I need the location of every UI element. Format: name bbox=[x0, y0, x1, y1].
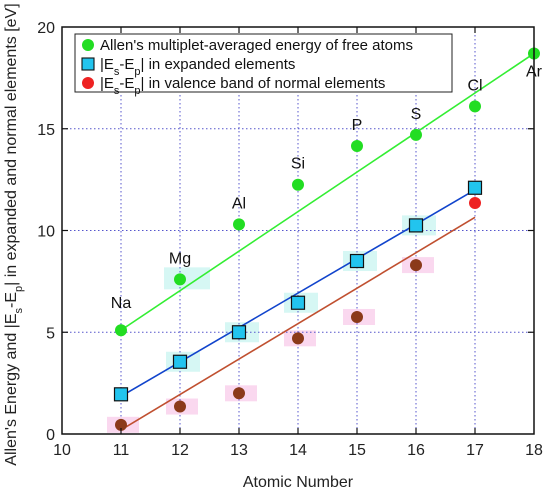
data-point-series-3 bbox=[292, 332, 304, 345]
x-tick-label: 10 bbox=[53, 442, 71, 459]
data-point-series-1 bbox=[410, 128, 422, 141]
axis-ticks: 10 11 12 13 14 15 16 17 18 0 5 10 15 20 bbox=[37, 20, 543, 459]
element-label: Si bbox=[291, 156, 305, 173]
data-point-series-3 bbox=[410, 259, 422, 272]
legend-label: |Es-Ep| in valence band of normal elemen… bbox=[100, 75, 385, 97]
data-points bbox=[113, 47, 540, 431]
x-tick-label: 16 bbox=[407, 442, 425, 459]
data-point-series-2 bbox=[349, 253, 365, 269]
legend-marker bbox=[82, 39, 94, 51]
data-point-series-1 bbox=[233, 218, 245, 231]
x-tick-label: 13 bbox=[230, 442, 248, 459]
x-tick-label: 18 bbox=[525, 442, 543, 459]
x-tick-label: 11 bbox=[113, 442, 130, 459]
element-label: S bbox=[411, 106, 422, 123]
x-tick-label: 15 bbox=[348, 442, 366, 459]
legend: Allen's multiplet-averaged energy of fre… bbox=[74, 33, 453, 97]
fit-line-1 bbox=[120, 52, 535, 331]
x-tick-label: 14 bbox=[289, 442, 307, 459]
data-point-series-3 bbox=[469, 197, 481, 210]
data-point-series-3 bbox=[233, 387, 245, 400]
data-point-series-3 bbox=[351, 310, 363, 323]
legend-box bbox=[74, 33, 453, 93]
y-tick-label: 20 bbox=[37, 20, 55, 37]
data-point-series-1 bbox=[351, 140, 363, 153]
y-tick-label: 5 bbox=[46, 325, 55, 342]
legend-marker bbox=[81, 57, 95, 71]
data-point-series-2 bbox=[467, 180, 483, 195]
data-point-series-2 bbox=[231, 325, 247, 340]
grid bbox=[62, 27, 534, 434]
element-label: Mg bbox=[169, 250, 191, 267]
element-label: Na bbox=[111, 295, 132, 312]
element-label: Cl bbox=[467, 77, 482, 94]
data-point-series-2 bbox=[290, 295, 306, 310]
element-label: P bbox=[352, 117, 363, 134]
x-axis-title: Atomic Number bbox=[243, 474, 354, 491]
data-point-series-2 bbox=[113, 387, 129, 402]
legend-marker bbox=[82, 77, 94, 89]
y-axis-title: Allen's Energy and |Es-Ep| in expanded a… bbox=[3, 3, 25, 465]
x-tick-label: 17 bbox=[466, 442, 484, 459]
legend-label: Allen's multiplet-averaged energy of fre… bbox=[100, 37, 413, 54]
data-point-series-1 bbox=[174, 273, 186, 286]
data-point-series-1 bbox=[292, 178, 304, 191]
data-point-series-3 bbox=[115, 418, 127, 431]
data-point-series-1 bbox=[469, 100, 481, 113]
data-point-series-3 bbox=[174, 400, 186, 413]
y-tick-label: 15 bbox=[37, 122, 55, 139]
highlight-layer bbox=[107, 215, 436, 433]
y-tick-label: 0 bbox=[46, 427, 55, 444]
legend-label: |Es-Ep| in expanded elements bbox=[100, 56, 295, 78]
x-tick-label: 12 bbox=[171, 442, 189, 459]
data-point-series-1 bbox=[115, 324, 127, 337]
highlight-patch bbox=[164, 267, 210, 290]
element-label: Al bbox=[232, 195, 246, 212]
data-point-series-2 bbox=[408, 218, 424, 233]
y-tick-label: 10 bbox=[37, 224, 55, 241]
data-point-series-2 bbox=[172, 354, 188, 369]
fit-line-3 bbox=[120, 216, 476, 431]
